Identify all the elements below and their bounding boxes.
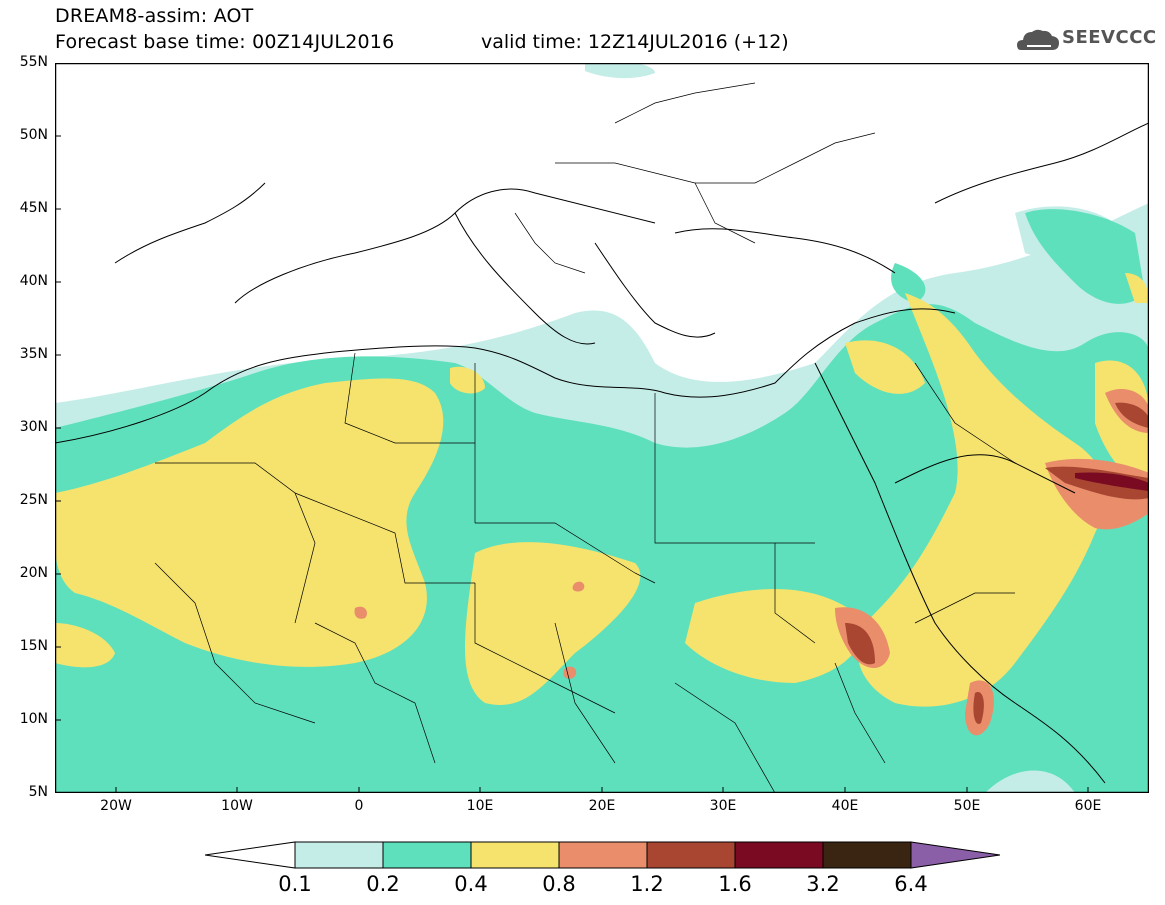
aot-band-0-4 bbox=[55, 273, 1149, 707]
lon-label-20e: 20E bbox=[588, 798, 616, 814]
lon-label-0: 0 bbox=[354, 798, 364, 814]
lat-label-50n: 50N bbox=[19, 127, 48, 143]
valid-time: valid time: 12Z14JUL2016 (+12) bbox=[481, 31, 789, 53]
lat-label-25n: 25N bbox=[19, 492, 48, 508]
lat-label-45n: 45N bbox=[19, 200, 48, 216]
lon-label-10e: 10E bbox=[466, 798, 494, 814]
colorbar-swatch-2 bbox=[382, 841, 472, 869]
aot-map bbox=[55, 63, 1149, 793]
country-borders bbox=[154, 82, 1016, 793]
legend-label-0-1: 0.1 bbox=[278, 872, 312, 896]
legend-label-6-4: 6.4 bbox=[894, 872, 928, 896]
colorbar-swatch-4 bbox=[558, 841, 648, 869]
lat-label-15n: 15N bbox=[19, 638, 48, 654]
logo-text: SEEVCCC bbox=[1062, 27, 1157, 48]
lon-label-20w: 20W bbox=[100, 798, 132, 814]
colorbar-swatch-5 bbox=[646, 841, 736, 869]
cloud-logo-icon bbox=[1017, 29, 1059, 50]
lon-label-30e: 30E bbox=[709, 798, 737, 814]
legend-label-0-8: 0.8 bbox=[542, 872, 576, 896]
lon-label-60e: 60E bbox=[1074, 798, 1102, 814]
legend-label-3-2: 3.2 bbox=[806, 872, 840, 896]
lon-label-10w: 10W bbox=[221, 798, 253, 814]
lat-label-10n: 10N bbox=[19, 711, 48, 727]
colorbar-max-arrow bbox=[910, 841, 1000, 869]
colorbar bbox=[205, 841, 1000, 869]
colorbar-min-arrow bbox=[205, 841, 296, 869]
legend-label-1-2: 1.2 bbox=[630, 872, 664, 896]
aot-band-1-2 bbox=[845, 402, 1149, 724]
colorbar-swatch-6 bbox=[734, 841, 824, 869]
colorbar-swatch-3 bbox=[470, 841, 560, 869]
coastlines bbox=[55, 122, 1149, 784]
colorbar-swatch-7 bbox=[822, 841, 912, 869]
legend-label-1-6: 1.6 bbox=[718, 872, 752, 896]
colorbar-swatch-1 bbox=[294, 841, 384, 869]
lon-label-40e: 40E bbox=[831, 798, 859, 814]
lat-label-35n: 35N bbox=[19, 346, 48, 362]
lat-label-30n: 30N bbox=[19, 419, 48, 435]
lat-label-40n: 40N bbox=[19, 273, 48, 289]
lat-label-20n: 20N bbox=[19, 565, 48, 581]
lat-label-55n: 55N bbox=[19, 54, 48, 70]
forecast-base-time: Forecast base time: 00Z14JUL2016 bbox=[55, 31, 395, 53]
aot-band-1-6 bbox=[1075, 472, 1149, 491]
legend-label-0-4: 0.4 bbox=[454, 872, 488, 896]
lon-label-50e: 50E bbox=[953, 798, 981, 814]
lat-label-5n: 5N bbox=[28, 784, 48, 800]
map-title: DREAM8-assim: AOT bbox=[55, 5, 254, 27]
legend-label-0-2: 0.2 bbox=[366, 872, 400, 896]
